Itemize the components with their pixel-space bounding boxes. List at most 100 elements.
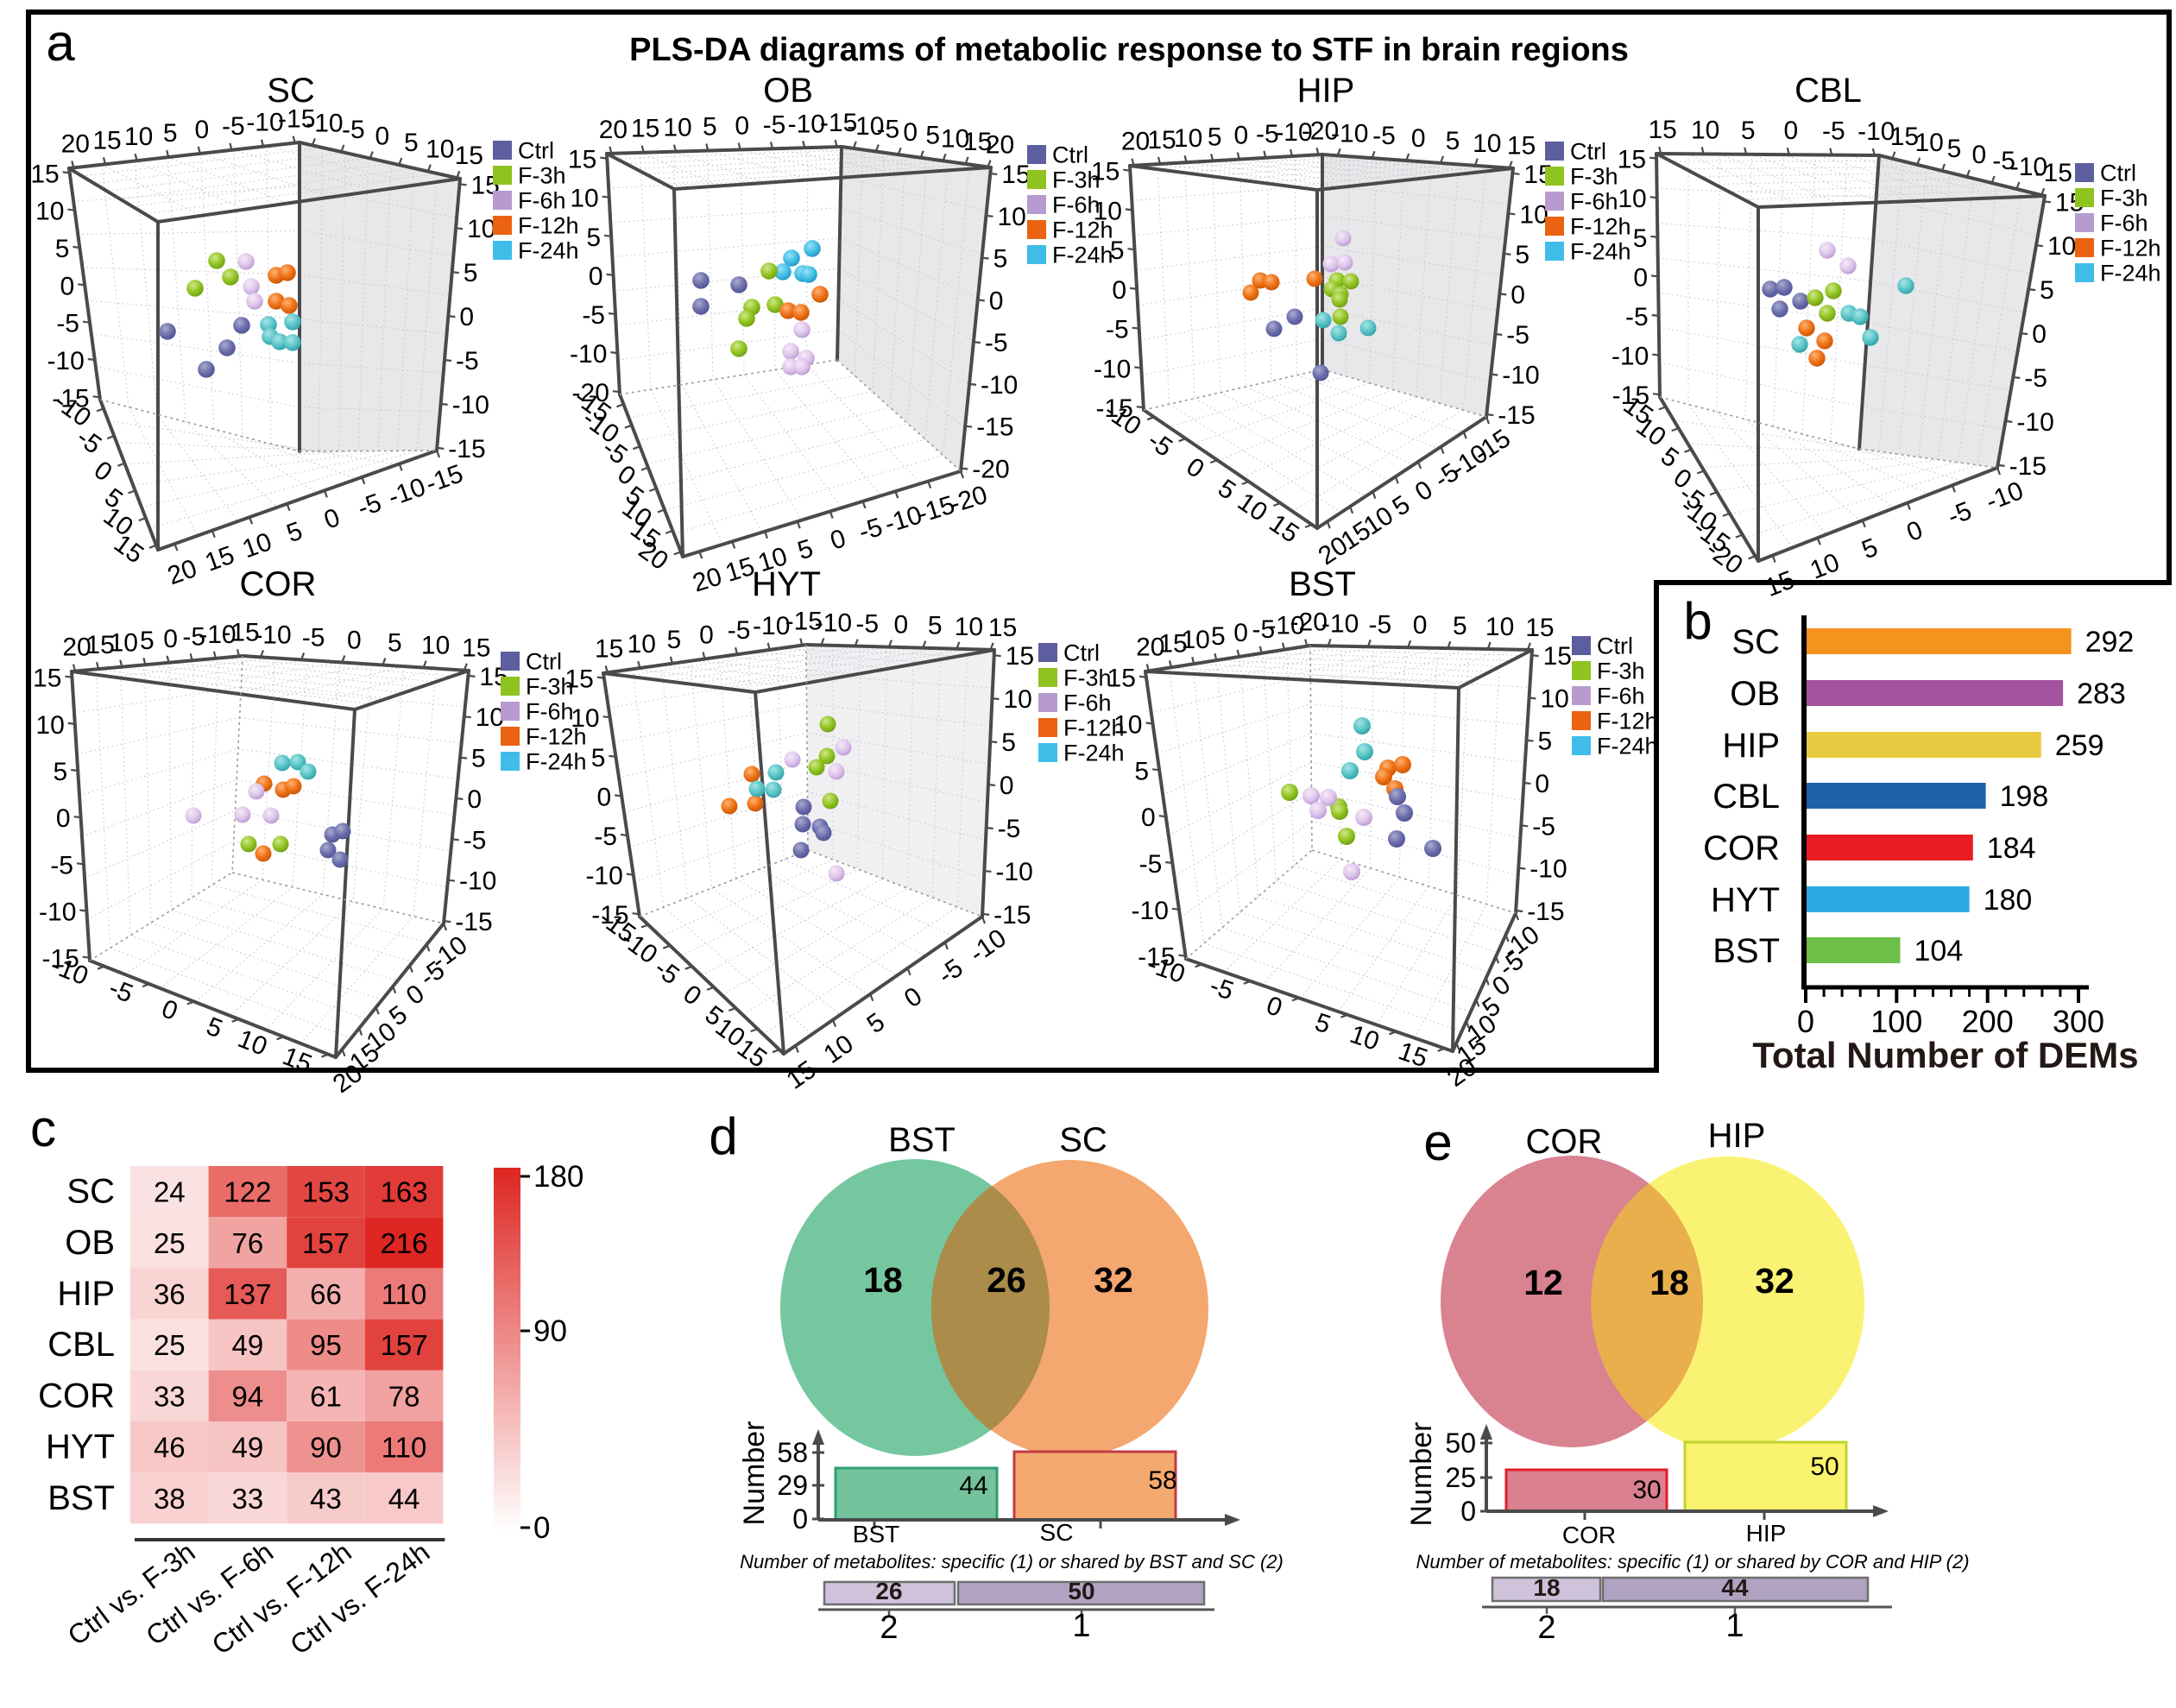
svg-text:18: 18 — [1533, 1574, 1560, 1601]
svg-text:-5: -5 — [2024, 364, 2047, 393]
svg-text:10: 10 — [1519, 200, 1548, 229]
svg-text:10: 10 — [110, 629, 138, 658]
svg-text:-10: -10 — [585, 862, 622, 891]
svg-text:2: 2 — [1537, 1610, 1555, 1646]
svg-text:137: 137 — [224, 1278, 271, 1310]
svg-text:10: 10 — [426, 136, 454, 164]
svg-text:0: 0 — [1633, 263, 1648, 292]
svg-text:-10: -10 — [815, 609, 852, 638]
svg-text:-10: -10 — [246, 109, 283, 137]
svg-text:COR: COR — [1562, 1522, 1616, 1548]
svg-text:-10: -10 — [47, 347, 84, 375]
svg-text:CBL: CBL — [1794, 72, 1862, 110]
svg-text:F-3h: F-3h — [526, 674, 574, 700]
svg-text:104: 104 — [1914, 935, 1964, 967]
svg-text:5: 5 — [1633, 224, 1648, 253]
svg-text:Number of metabolites: specifi: Number of metabolites: specific (1) or s… — [740, 1551, 1284, 1572]
svg-text:26: 26 — [875, 1578, 902, 1604]
svg-text:5: 5 — [1446, 127, 1460, 155]
svg-text:-10: -10 — [788, 110, 825, 138]
svg-text:-5: -5 — [1256, 120, 1279, 148]
svg-text:F-3h: F-3h — [518, 162, 566, 188]
svg-text:0: 0 — [375, 123, 389, 151]
svg-text:-15: -15 — [222, 618, 259, 646]
svg-text:-20: -20 — [572, 379, 609, 407]
svg-text:-10: -10 — [570, 340, 607, 369]
svg-text:-10: -10 — [1267, 612, 1304, 640]
svg-text:-5: -5 — [1532, 812, 1555, 841]
svg-text:-15: -15 — [2035, 159, 2072, 187]
svg-text:SC: SC — [267, 72, 315, 110]
svg-text:F-12h: F-12h — [518, 212, 579, 238]
svg-text:5: 5 — [1134, 757, 1149, 785]
svg-text:-5: -5 — [855, 610, 879, 639]
svg-text:44: 44 — [1721, 1574, 1749, 1601]
svg-text:F-6h: F-6h — [1597, 684, 1645, 709]
svg-text:F-24h: F-24h — [2100, 260, 2161, 286]
svg-text:-15: -15 — [52, 384, 89, 413]
svg-text:15: 15 — [1890, 123, 1919, 151]
svg-text:-10: -10 — [1857, 117, 1895, 146]
svg-text:15: 15 — [1525, 614, 1554, 642]
svg-text:-5: -5 — [763, 110, 786, 139]
svg-text:-10: -10 — [1321, 609, 1359, 638]
svg-text:180: 180 — [533, 1160, 583, 1194]
svg-text:58: 58 — [777, 1437, 808, 1468]
svg-text:-5: -5 — [56, 310, 79, 338]
svg-text:94: 94 — [232, 1380, 264, 1412]
svg-text:157: 157 — [381, 1329, 428, 1361]
svg-text:20: 20 — [1136, 633, 1164, 661]
svg-text:0: 0 — [1511, 280, 1525, 309]
svg-text:-5: -5 — [464, 826, 487, 854]
svg-text:-15: -15 — [976, 413, 1013, 442]
svg-text:15: 15 — [1618, 146, 1646, 174]
svg-text:5: 5 — [1110, 236, 1125, 265]
svg-text:-10: -10 — [2010, 153, 2047, 181]
svg-text:44: 44 — [388, 1483, 420, 1515]
svg-text:-15: -15 — [278, 105, 315, 134]
svg-text:F-6h: F-6h — [1052, 192, 1101, 217]
svg-text:BST: BST — [1712, 932, 1780, 970]
svg-text:-10: -10 — [753, 612, 790, 640]
svg-text:d: d — [709, 1107, 737, 1165]
svg-text:20: 20 — [986, 131, 1014, 160]
svg-text:-5: -5 — [582, 301, 605, 330]
svg-text:F-24h: F-24h — [1052, 242, 1113, 268]
svg-text:-15: -15 — [993, 901, 1031, 930]
svg-text:BST: BST — [1289, 565, 1356, 603]
svg-text:F-24h: F-24h — [1570, 238, 1631, 264]
svg-text:-10: -10 — [1502, 362, 1539, 390]
svg-text:F-24h: F-24h — [1063, 741, 1125, 766]
svg-text:15: 15 — [1107, 665, 1136, 693]
svg-text:30: 30 — [1632, 1476, 1661, 1504]
svg-text:5: 5 — [464, 259, 478, 287]
svg-text:61: 61 — [310, 1380, 342, 1412]
svg-text:2: 2 — [880, 1610, 898, 1646]
svg-text:Ctrl: Ctrl — [526, 649, 562, 675]
svg-text:15: 15 — [1091, 158, 1120, 186]
svg-text:COR: COR — [1526, 1123, 1603, 1161]
svg-text:10: 10 — [1485, 613, 1514, 641]
svg-text:15: 15 — [1001, 161, 1030, 189]
svg-text:-10: -10 — [981, 371, 1018, 400]
svg-text:15: 15 — [1649, 116, 1677, 144]
svg-text:50: 50 — [1068, 1578, 1094, 1604]
svg-text:110: 110 — [382, 1432, 427, 1464]
svg-text:259: 259 — [2055, 729, 2104, 762]
svg-text:5: 5 — [388, 629, 402, 658]
svg-text:-15: -15 — [820, 109, 857, 137]
svg-text:283: 283 — [2077, 678, 2126, 710]
svg-text:Ctrl: Ctrl — [518, 137, 554, 163]
svg-text:5: 5 — [591, 744, 606, 772]
svg-text:HIP: HIP — [57, 1275, 115, 1313]
svg-text:-5: -5 — [342, 116, 365, 144]
svg-text:-10: -10 — [2016, 408, 2053, 437]
svg-text:20: 20 — [599, 116, 628, 144]
svg-text:0: 0 — [1535, 770, 1549, 798]
svg-text:10: 10 — [35, 711, 64, 740]
svg-text:15: 15 — [595, 634, 623, 663]
svg-text:15: 15 — [1158, 629, 1187, 658]
svg-text:F-6h: F-6h — [2100, 210, 2148, 236]
svg-text:15: 15 — [1507, 132, 1536, 161]
svg-text:0: 0 — [1971, 141, 1986, 169]
